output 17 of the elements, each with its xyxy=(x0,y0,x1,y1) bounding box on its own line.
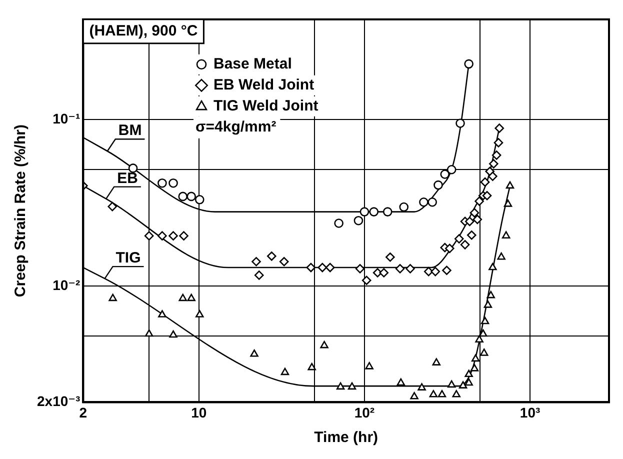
x-tick-label: 10 xyxy=(191,404,207,420)
y-tick-label: 2x10⁻³ xyxy=(36,393,81,410)
y-axis-title: Creep Strain Rate (%/hr) xyxy=(12,124,30,298)
annotation: EB xyxy=(117,170,138,187)
y-tick-label: 10⁻² xyxy=(52,276,81,293)
legend-label: Base Metal xyxy=(214,56,292,73)
x-axis-title: Time (hr) xyxy=(314,429,378,446)
legend-label: TIG Weld Joint xyxy=(214,98,318,115)
annotation: BM xyxy=(118,122,142,140)
x-tick-label: 10³ xyxy=(520,404,540,420)
chart-title: (HAEM), 900 °C xyxy=(89,22,198,40)
legend-label: EB Weld Joint xyxy=(214,76,314,94)
annotation: σ=4kg/mm² xyxy=(196,118,276,136)
x-tick-label: 10² xyxy=(354,404,375,420)
y-tick-label: 10⁻¹ xyxy=(52,110,81,126)
x-tick-label: 2 xyxy=(79,404,88,420)
annotation: TIG xyxy=(116,250,141,267)
